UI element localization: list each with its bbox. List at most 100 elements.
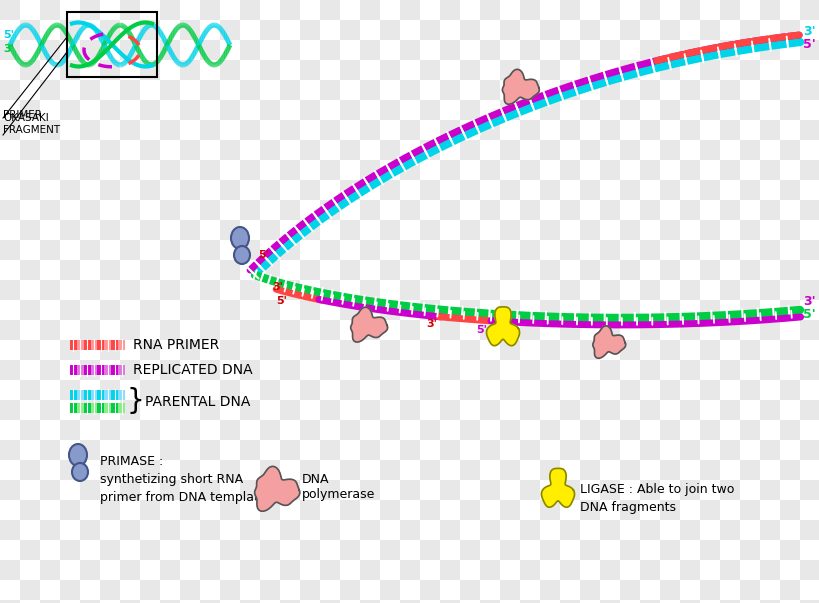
Bar: [579, 0, 600, 20]
Bar: [180, 140, 200, 160]
Bar: [0, 440, 20, 460]
Bar: [100, 320, 120, 340]
Bar: [519, 100, 540, 120]
Bar: [659, 120, 679, 140]
Bar: [619, 60, 639, 80]
Bar: [519, 60, 540, 80]
Bar: [500, 160, 519, 180]
Bar: [340, 540, 360, 560]
Bar: [739, 600, 759, 603]
Bar: [479, 20, 500, 40]
Bar: [240, 180, 260, 200]
Bar: [779, 560, 799, 580]
Bar: [459, 100, 479, 120]
Polygon shape: [592, 326, 625, 358]
Bar: [459, 80, 479, 100]
Bar: [679, 380, 699, 400]
Bar: [279, 560, 300, 580]
Bar: [20, 480, 40, 500]
Bar: [719, 100, 739, 120]
Bar: [400, 520, 419, 540]
Bar: [60, 420, 80, 440]
Bar: [120, 280, 140, 300]
Bar: [619, 160, 639, 180]
Bar: [659, 40, 679, 60]
Bar: [279, 240, 300, 260]
Bar: [779, 260, 799, 280]
Bar: [120, 40, 140, 60]
Bar: [360, 320, 379, 340]
Bar: [20, 100, 40, 120]
Bar: [180, 20, 200, 40]
Bar: [579, 360, 600, 380]
Bar: [440, 40, 459, 60]
Bar: [260, 240, 279, 260]
Bar: [80, 40, 100, 60]
Bar: [519, 520, 540, 540]
Bar: [300, 300, 319, 320]
Bar: [260, 180, 279, 200]
Bar: [739, 80, 759, 100]
Bar: [84, 403, 91, 413]
Bar: [419, 280, 440, 300]
Bar: [77, 365, 84, 375]
Bar: [679, 180, 699, 200]
Bar: [659, 560, 679, 580]
Bar: [519, 160, 540, 180]
Bar: [260, 0, 279, 20]
Bar: [739, 240, 759, 260]
Bar: [419, 520, 440, 540]
Bar: [379, 420, 400, 440]
Bar: [419, 20, 440, 40]
Bar: [219, 140, 240, 160]
Bar: [379, 80, 400, 100]
Bar: [200, 300, 219, 320]
Bar: [600, 60, 619, 80]
Bar: [779, 440, 799, 460]
Bar: [619, 360, 639, 380]
Bar: [799, 380, 819, 400]
Bar: [659, 100, 679, 120]
Bar: [80, 560, 100, 580]
Bar: [260, 40, 279, 60]
Bar: [100, 100, 120, 120]
Bar: [440, 600, 459, 603]
Bar: [60, 380, 80, 400]
Bar: [779, 80, 799, 100]
Bar: [160, 540, 180, 560]
Bar: [80, 100, 100, 120]
Bar: [260, 340, 279, 360]
Bar: [799, 340, 819, 360]
Polygon shape: [351, 307, 387, 342]
Bar: [60, 460, 80, 480]
Bar: [260, 160, 279, 180]
Bar: [619, 540, 639, 560]
Bar: [559, 200, 579, 220]
Bar: [579, 120, 600, 140]
Bar: [779, 180, 799, 200]
Bar: [319, 360, 340, 380]
Bar: [719, 340, 739, 360]
Bar: [459, 220, 479, 240]
Bar: [540, 500, 559, 520]
Bar: [440, 180, 459, 200]
Bar: [20, 340, 40, 360]
Bar: [118, 365, 124, 375]
Bar: [160, 280, 180, 300]
Bar: [400, 280, 419, 300]
Bar: [679, 80, 699, 100]
Bar: [779, 500, 799, 520]
Bar: [559, 420, 579, 440]
Bar: [600, 280, 619, 300]
Bar: [619, 420, 639, 440]
Bar: [180, 540, 200, 560]
Bar: [379, 360, 400, 380]
Bar: [379, 540, 400, 560]
Bar: [779, 320, 799, 340]
Bar: [80, 320, 100, 340]
Bar: [60, 600, 80, 603]
Bar: [739, 200, 759, 220]
Bar: [579, 260, 600, 280]
Bar: [120, 420, 140, 440]
Bar: [40, 380, 60, 400]
